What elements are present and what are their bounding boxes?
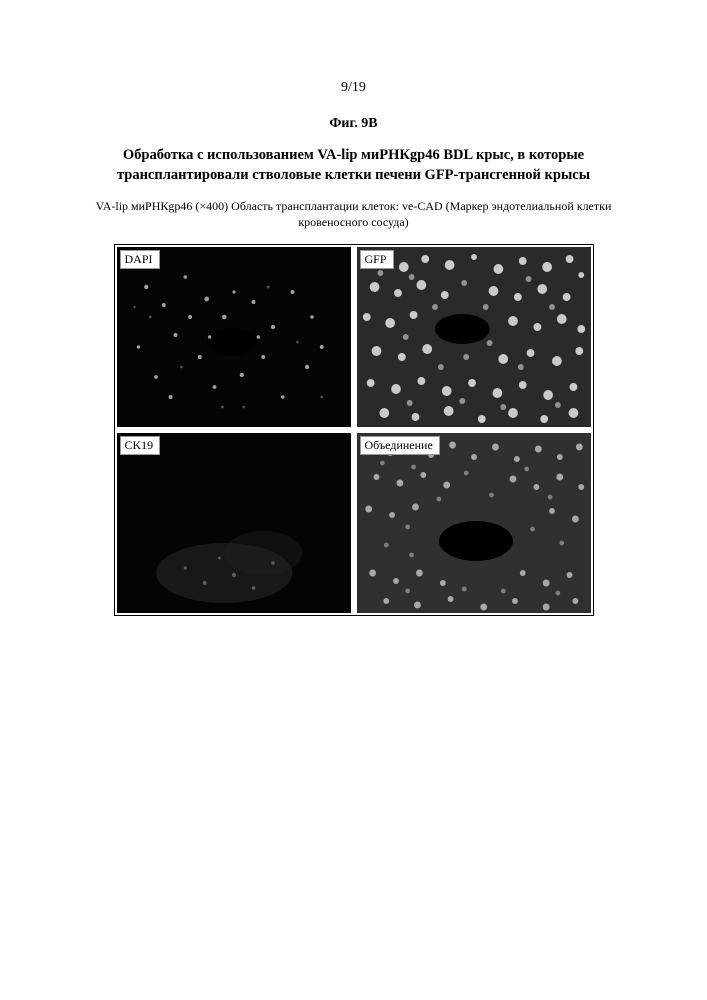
page: 9/19 Фиг. 9B Обработка с использованием … [0,0,707,1000]
panel-merge: Объединение [357,433,591,613]
micrograph-image [357,247,591,427]
micrograph-image [117,247,351,427]
micrograph-grid: DAPI [114,244,594,616]
micrograph-image [357,433,591,613]
panel-label: GFP [360,250,394,268]
panel-dapi: DAPI [117,247,351,427]
panel-gfp: GFP [357,247,591,427]
micrograph-image [117,433,351,613]
panel-label: CK19 [120,436,161,454]
panel-ck19: CK19 [117,433,351,613]
panel-label: Объединение [360,436,440,454]
figure-subtitle: VA-lip миРНКgp46 (×400) Область транспла… [64,199,644,230]
figure-label: Фиг. 9B [60,116,647,132]
page-number: 9/19 [60,80,647,96]
figure-title: Обработка с использованием VA-lip миРНКg… [74,146,634,185]
panel-label: DAPI [120,250,160,268]
